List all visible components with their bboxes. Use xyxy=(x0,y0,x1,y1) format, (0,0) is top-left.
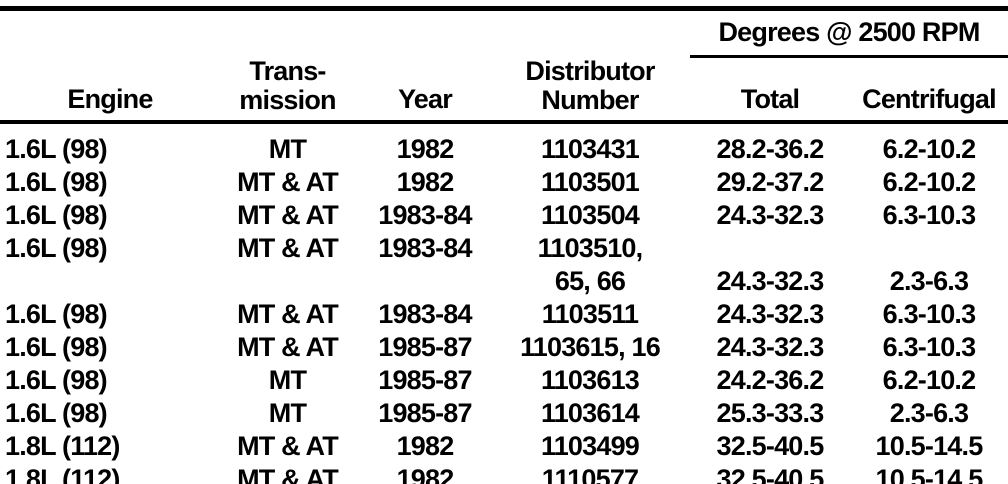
cell-distributor: 1103510, 65, 66 xyxy=(537,232,644,296)
table-row: 1.8L (112) MT & AT 1982 1103499 32.5-40.… xyxy=(0,430,1008,463)
cell-transmission: MT & AT xyxy=(237,166,339,197)
cell-total: 28.2-36.2 xyxy=(716,133,825,164)
table-row: 1.8L (112) MT & AT 1982 1110577 32.5-40.… xyxy=(0,463,1008,484)
col-header-transmission: Trans- mission xyxy=(215,56,360,124)
group-header-degrees: Degrees @ 2500 RPM xyxy=(690,6,1008,58)
cell-year: 1983-84 xyxy=(378,298,472,329)
cell-transmission: MT & AT xyxy=(237,463,339,484)
cell-total: 24.3-32.3 xyxy=(716,298,825,329)
cell-total: 29.2-37.2 xyxy=(716,166,825,197)
cell-centrifugal: 6.2-10.2 xyxy=(882,166,976,197)
column-header-row: Engine Trans- mission Year Distributor N… xyxy=(0,56,1008,124)
cell-distributor: 1103504 xyxy=(540,199,640,230)
cell-transmission: MT & AT xyxy=(237,199,339,230)
cell-transmission: MT & AT xyxy=(237,232,339,263)
header-spacer xyxy=(0,6,690,57)
cell-total: 24.3-32.3 xyxy=(716,199,825,230)
cell-total: 25.3-33.3 xyxy=(716,397,825,428)
col-header-centrifugal: Centrifugal xyxy=(850,56,1008,124)
table-header: Degrees @ 2500 RPM Engine Trans- mission… xyxy=(0,6,1008,124)
col-header-distributor: Distributor Number xyxy=(490,56,690,124)
cell-year: 1983-84 xyxy=(378,199,472,230)
cell-year: 1982 xyxy=(396,166,455,197)
cell-engine: 1.6L (98) xyxy=(5,397,108,428)
cell-transmission: MT xyxy=(268,397,307,428)
table-row: 1.6L (98) MT 1985-87 1103613 24.2-36.2 6… xyxy=(0,364,1008,397)
cell-year: 1985-87 xyxy=(378,364,472,395)
cell-distributor: 1103511 xyxy=(541,298,639,329)
table-row: 1.6L (98) MT & AT 1982 1103501 29.2-37.2… xyxy=(0,166,1008,199)
cell-engine: 1.6L (98) xyxy=(5,331,108,362)
cell-engine: 1.6L (98) xyxy=(5,232,108,263)
cell-centrifugal: 2.3-6.3 xyxy=(889,265,969,296)
cell-year: 1982 xyxy=(396,430,455,461)
cell-transmission: MT xyxy=(268,364,307,395)
cell-centrifugal: 6.3-10.3 xyxy=(882,298,976,329)
spec-table: Degrees @ 2500 RPM Engine Trans- mission… xyxy=(0,6,1008,484)
cell-distributor: 1103431 xyxy=(540,133,640,164)
table-row: 1.6L (98) MT 1985-87 1103614 25.3-33.3 2… xyxy=(0,397,1008,430)
cell-distributor: 1103501 xyxy=(540,166,640,197)
cell-distributor: 1103499 xyxy=(540,430,640,461)
table-row: 1.6L (98) MT 1982 1103431 28.2-36.2 6.2-… xyxy=(0,122,1008,166)
cell-total: 32.5-40.5 xyxy=(716,430,825,461)
cell-year: 1982 xyxy=(396,133,455,164)
table-row: 1.6L (98) MT & AT 1983-84 1103510, 65, 6… xyxy=(0,232,1008,298)
cell-engine: 1.6L (98) xyxy=(5,364,108,395)
cell-distributor: 1103615, 16 xyxy=(520,331,661,362)
cell-transmission: MT & AT xyxy=(237,331,339,362)
table-row: 1.6L (98) MT & AT 1983-84 1103511 24.3-3… xyxy=(0,298,1008,331)
cell-engine: 1.6L (98) xyxy=(5,199,108,230)
cell-centrifugal: 6.2-10.2 xyxy=(882,133,976,164)
col-header-total: Total xyxy=(690,56,850,124)
cell-year: 1985-87 xyxy=(378,397,472,428)
cell-centrifugal: 6.2-10.2 xyxy=(882,364,976,395)
col-header-engine: Engine xyxy=(0,56,215,124)
cell-total: 24.2-36.2 xyxy=(716,364,825,395)
table-row: 1.6L (98) MT & AT 1983-84 1103504 24.3-3… xyxy=(0,199,1008,232)
cell-transmission: MT xyxy=(268,133,307,164)
cell-year: 1985-87 xyxy=(378,331,472,362)
cell-centrifugal: 10.5-14.5 xyxy=(875,430,984,461)
table-row: 1.6L (98) MT & AT 1985-87 1103615, 16 24… xyxy=(0,331,1008,364)
cell-centrifugal: 6.3-10.3 xyxy=(882,199,976,230)
table-body: 1.6L (98) MT 1982 1103431 28.2-36.2 6.2-… xyxy=(0,122,1008,484)
cell-engine: 1.6L (98) xyxy=(5,166,108,197)
col-header-year: Year xyxy=(360,56,490,124)
cell-engine: 1.6L (98) xyxy=(5,133,108,164)
cell-transmission: MT & AT xyxy=(237,430,339,461)
cell-centrifugal: 2.3-6.3 xyxy=(889,397,969,428)
cell-distributor: 1103613 xyxy=(540,364,640,395)
cell-year: 1982 xyxy=(396,463,455,484)
group-header-row: Degrees @ 2500 RPM xyxy=(0,6,1008,58)
cell-distributor: 1103614 xyxy=(540,397,640,428)
cell-transmission: MT & AT xyxy=(237,298,339,329)
cell-year: 1983-84 xyxy=(378,232,472,263)
cell-centrifugal: 10.5-14.5 xyxy=(875,463,984,484)
cell-engine: 1.8L (112) xyxy=(5,463,120,484)
cell-total: 32.5-40.5 xyxy=(716,463,825,484)
cell-engine: 1.6L (98) xyxy=(5,298,108,329)
cell-distributor: 1110577 xyxy=(541,463,639,484)
cell-total: 24.3-32.3 xyxy=(716,331,825,362)
cell-total: 24.3-32.3 xyxy=(716,265,825,296)
cell-engine: 1.8L (112) xyxy=(5,430,120,461)
cell-centrifugal: 6.3-10.3 xyxy=(882,331,976,362)
